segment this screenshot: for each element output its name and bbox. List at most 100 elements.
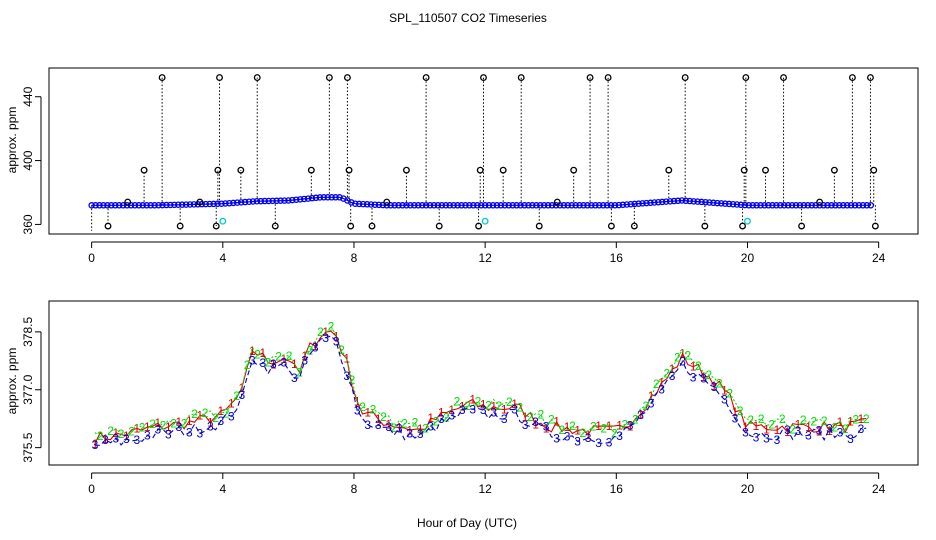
series-3-marker: 3 [564,429,571,443]
baseline-point [863,202,871,209]
baseline-point [466,202,473,209]
series-3-marker: 3 [438,412,445,426]
series-3-marker: 3 [406,426,413,440]
series-3-marker: 3 [144,428,151,442]
baseline-point [820,202,827,209]
baseline-point [839,202,847,209]
series-2-marker: 2 [538,407,545,421]
series-2-marker: 2 [737,404,744,418]
series-3-marker: 3 [627,419,634,433]
series-2-marker: 2 [705,368,712,382]
baseline-point [694,198,701,205]
series-2-marker: 2 [118,427,125,441]
spike-mid-point [307,166,315,174]
baseline-point [485,202,493,209]
series-3-marker: 3 [270,357,277,371]
series-2-marker: 2 [233,389,240,403]
spike-down-point [475,222,483,230]
spike-mid-point [870,166,878,174]
x-axis-label: Hour of Day (UTC) [417,516,517,530]
top-marks [88,74,879,231]
baseline-point [603,202,611,209]
series-2-marker: 2 [852,413,859,427]
series-2-marker: 2 [768,418,775,432]
series-3-marker: 3 [595,436,602,450]
series-3-marker: 3 [774,433,781,447]
series-2-marker: 2 [254,348,261,362]
baseline-point [285,197,292,204]
series-2-marker: 2 [800,413,807,427]
series-2-marker: 2 [517,401,524,415]
baseline-point [521,202,528,209]
series-2-marker: 2 [223,406,230,420]
series-2-marker: 2 [601,422,608,436]
series-3-marker: 3 [732,412,739,426]
baseline-point [367,201,375,208]
series-1-marker: 1 [627,420,634,434]
baseline-point [792,202,800,209]
series-1-marker: 1 [469,392,476,406]
series-2-marker: 2 [286,349,293,363]
series-3-marker: 3 [784,423,791,437]
series-2-marker: 2 [349,373,356,387]
baseline-point [355,200,363,208]
series-3-marker: 3 [102,433,109,447]
baseline-point [237,199,245,206]
series-2-marker: 2 [391,421,398,435]
series-3-marker: 3 [711,380,718,394]
baseline-point [855,202,863,209]
bottom-plot-frame [48,300,919,466]
baseline-point [202,200,209,208]
series-3-marker: 3 [606,436,613,450]
series-1-marker: 1 [532,418,539,432]
spike-up-point [780,74,788,82]
bottom-y-axis: 375.5 377.0 378.5 [21,317,42,463]
series-3-marker: 3 [333,335,340,349]
baseline-point [96,202,103,209]
series-1-marker: 1 [585,428,592,442]
series-3-marker: 3 [826,421,833,435]
series-1-marker: 1 [669,362,676,376]
baseline-point [836,202,843,209]
baseline-point [308,194,316,202]
series-3-marker: 3 [637,408,644,422]
baseline-point [143,202,150,209]
series-2-marker: 2 [412,416,419,430]
series-1-marker: 1 [522,410,529,424]
series-3-marker: 3 [249,354,256,368]
spike-mid-point [237,166,245,174]
baseline-point [123,202,131,209]
baseline-point [698,198,705,206]
baseline-point [843,202,851,209]
top-x-tick-label: 0 [88,251,95,265]
series-3-marker: 3 [207,420,214,434]
spike-up-point [742,74,750,82]
series-2-marker: 2 [433,414,440,428]
spike-up-point [325,74,333,82]
spike-mid-point [830,166,838,174]
series-1-marker: 1 [784,425,791,439]
baseline-point [497,202,505,209]
series-2-marker: 2 [559,423,566,437]
series-3-marker: 3 [396,422,403,436]
series-2-marker: 2 [265,355,272,369]
baseline-point [167,201,174,209]
series-2-marker: 2 [663,366,670,380]
series-1-marker: 1 [511,397,518,411]
baseline-point [568,202,575,209]
baseline-point [411,202,418,209]
series-3-marker: 3 [354,403,361,417]
series-3-marker: 3 [837,425,844,439]
series-3-marker: 3 [847,432,854,446]
series-3-marker: 3 [742,426,749,440]
series-2-marker: 2 [810,415,817,429]
series-1-marker: 1 [291,357,298,371]
series-2-marker: 2 [275,350,282,364]
series-2-marker: 2 [758,412,765,426]
series-3-marker: 3 [228,409,235,423]
series-1-marker: 1 [134,422,141,436]
series-1-marker: 1 [165,420,172,434]
series-3-marker: 3 [669,369,676,383]
top-panel: approx. ppm 0 4 8 12 16 20 24 360 400 440 [5,67,919,265]
series-1-marker: 1 [197,409,204,423]
